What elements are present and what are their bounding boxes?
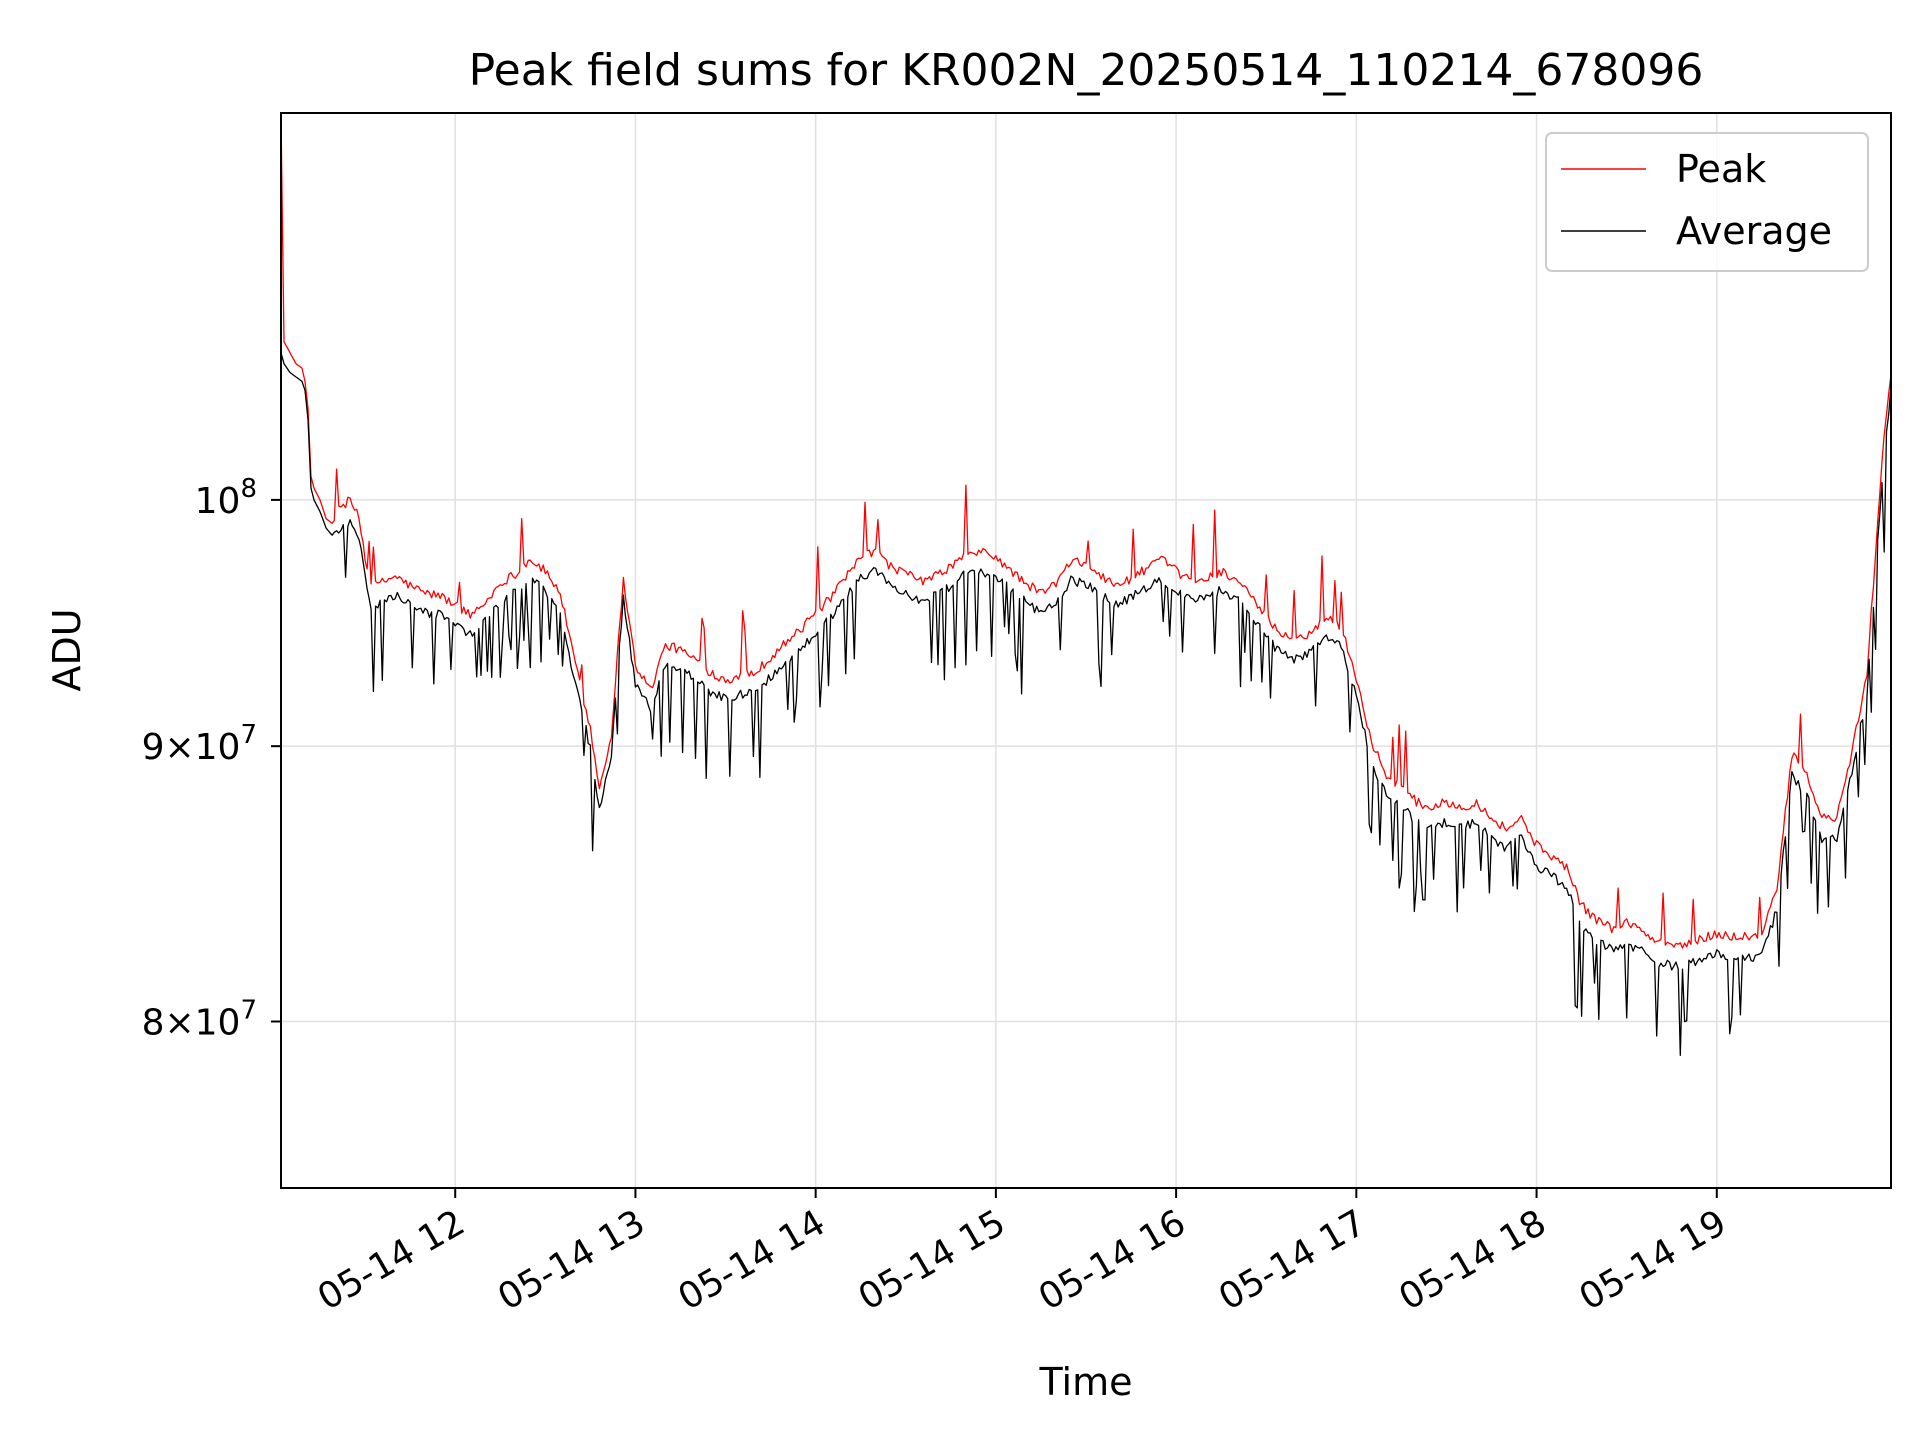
- y-tick-label: 108: [195, 474, 257, 522]
- x-axis-label: Time: [1039, 1360, 1133, 1404]
- series-layer: [280, 116, 1892, 1056]
- grid-layer: [281, 113, 1891, 1188]
- y-axis-label: ADU: [45, 608, 89, 691]
- chart-title: Peak field sums for KR002N_20250514_1102…: [469, 45, 1704, 96]
- y-axis: 8×107 9×107 108: [142, 474, 281, 1044]
- legend-label-peak: Peak: [1676, 147, 1766, 191]
- y-tick-label: 8×107: [142, 996, 257, 1044]
- series-line-average: [280, 352, 1892, 1056]
- legend-box: [1545, 132, 1869, 272]
- plot-area-frame: [280, 112, 1892, 1189]
- legend-label-average: Average: [1676, 209, 1832, 253]
- legend: Peak Average: [1545, 132, 1869, 272]
- y-tick-label: 9×107: [142, 720, 257, 768]
- series-line-peak: [280, 116, 1892, 949]
